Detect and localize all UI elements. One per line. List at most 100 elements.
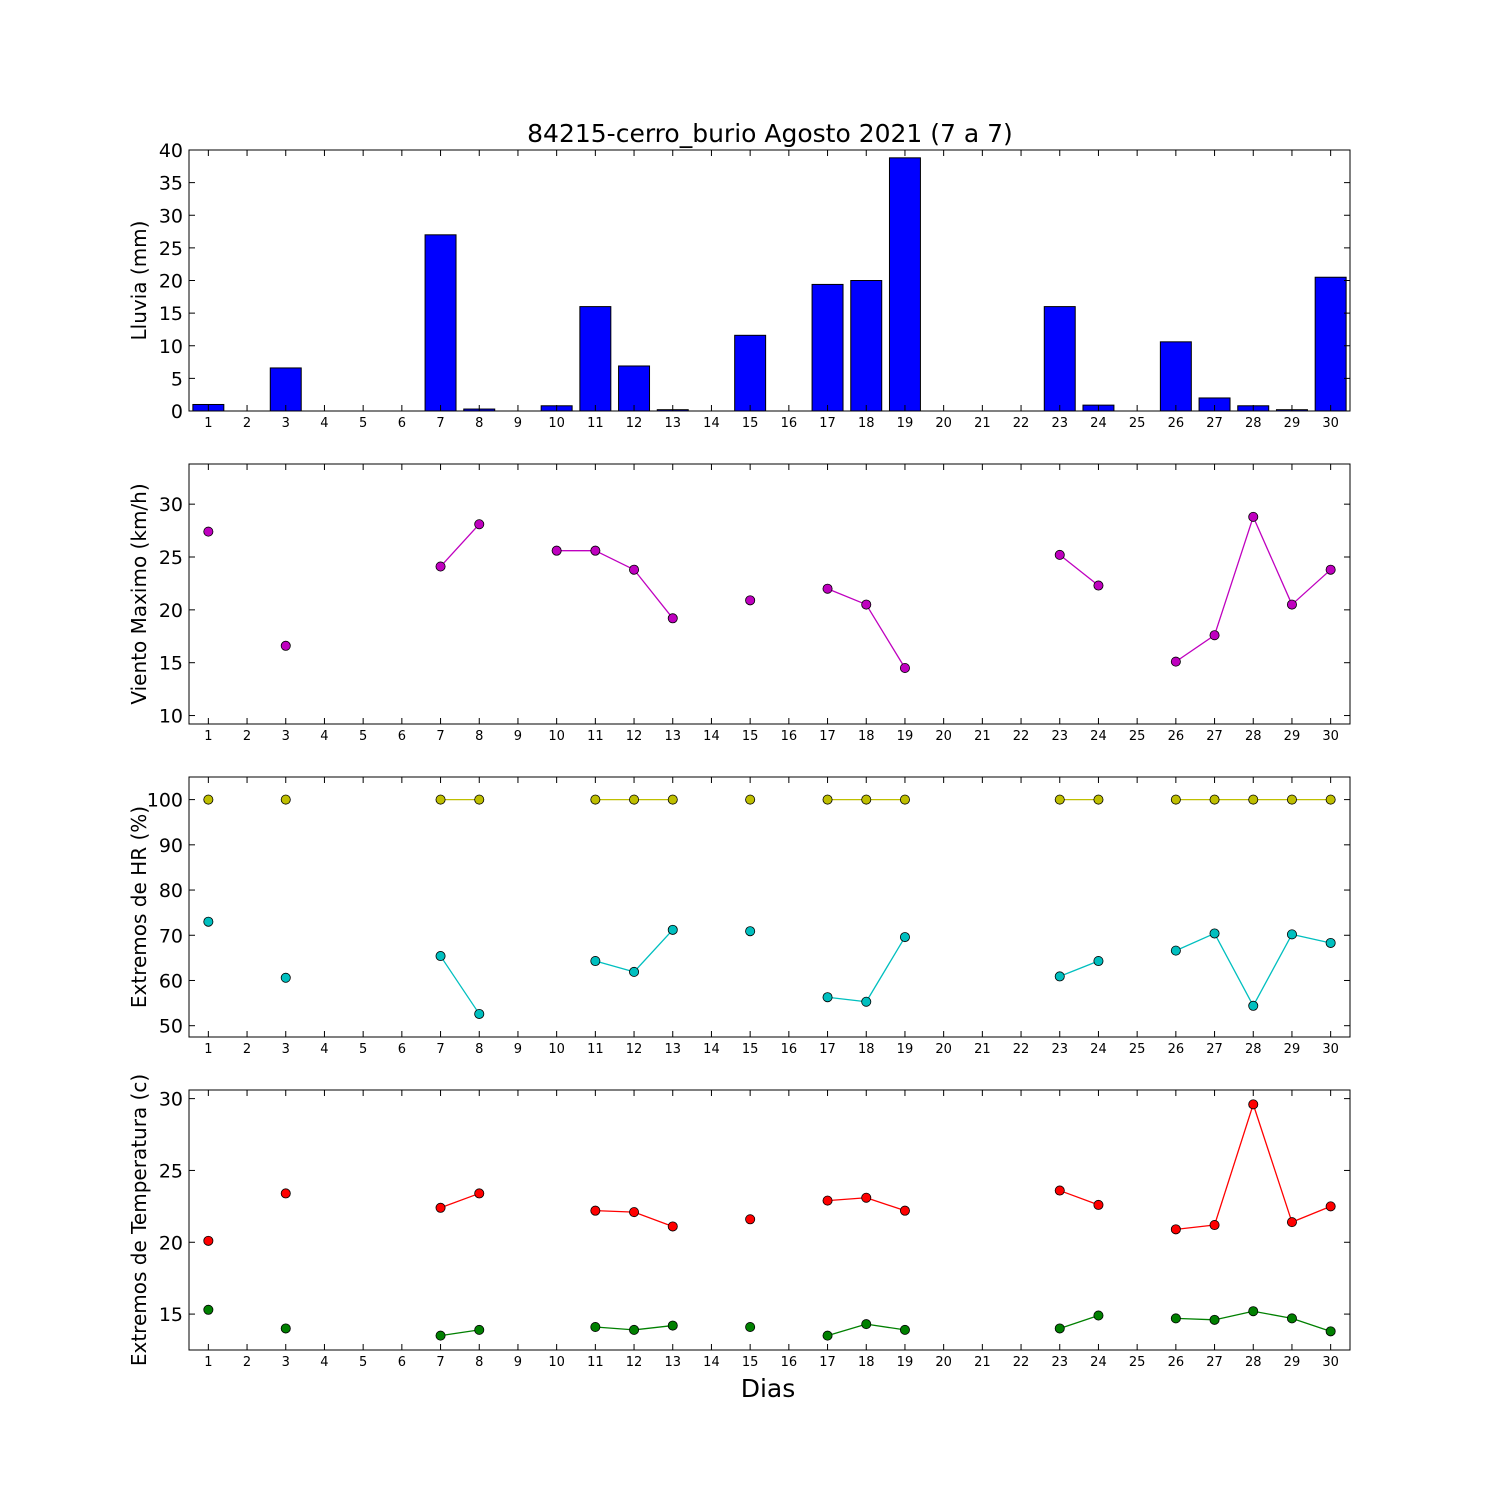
- x-tick-label-19: 19: [897, 1355, 914, 1370]
- series-1-point-day-23: [1054, 1185, 1065, 1196]
- series-2-segment-7: [440, 955, 480, 1015]
- series-1-point-day-27: [1209, 630, 1220, 641]
- x-tick-label-15: 15: [742, 1355, 759, 1370]
- x-tick-label-27: 27: [1206, 729, 1223, 744]
- series-2-point-day-8: [474, 1008, 485, 1019]
- x-tick-label-10: 10: [548, 1355, 565, 1370]
- series-1-point-day-15: [745, 595, 756, 606]
- bar-day-23: [1043, 306, 1076, 412]
- series-1-point-day-18: [861, 599, 872, 610]
- series-2-point-day-29: [1286, 1313, 1297, 1324]
- series-1-segment-7: [440, 523, 480, 567]
- x-tick-label-17: 17: [819, 416, 836, 431]
- y-tick-label-20: 20: [159, 600, 183, 622]
- x-tick-label-8: 8: [475, 729, 483, 744]
- series-1-point-day-17: [822, 1195, 833, 1206]
- series-2-point-day-27: [1209, 928, 1220, 939]
- x-tick-label-11: 11: [587, 1042, 604, 1057]
- x-tick-label-3: 3: [282, 416, 290, 431]
- y-tick-label-25: 25: [159, 238, 183, 260]
- x-tick-label-9: 9: [514, 416, 522, 431]
- series-1-point-day-15: [745, 794, 756, 805]
- x-tick-label-30: 30: [1322, 1042, 1339, 1057]
- series-1-point-day-17: [822, 583, 833, 594]
- x-tick-label-1: 1: [204, 416, 212, 431]
- series-1-point-day-12: [629, 794, 640, 805]
- series-2-segment-27: [1213, 933, 1254, 1007]
- x-tick-label-16: 16: [781, 416, 798, 431]
- x-tick-label-1: 1: [204, 729, 212, 744]
- x-tick-label-25: 25: [1129, 416, 1146, 431]
- series-1-point-day-26: [1170, 794, 1181, 805]
- x-tick-label-26: 26: [1168, 416, 1185, 431]
- x-tick-label-13: 13: [664, 416, 681, 431]
- bar-day-19: [888, 157, 921, 412]
- series-1-point-day-7: [435, 794, 446, 805]
- x-tick-label-7: 7: [436, 416, 444, 431]
- y-tick-label-25: 25: [159, 547, 183, 569]
- series-2-point-day-24: [1093, 1310, 1104, 1321]
- x-tick-label-17: 17: [819, 729, 836, 744]
- x-tick-label-20: 20: [935, 1355, 952, 1370]
- series-2-point-day-26: [1170, 1313, 1181, 1324]
- x-tick-label-14: 14: [703, 1355, 720, 1370]
- x-tick-label-29: 29: [1284, 416, 1301, 431]
- x-tick-label-3: 3: [282, 729, 290, 744]
- series-2-segment-7: [440, 1329, 480, 1337]
- series-1-point-day-11: [590, 545, 601, 556]
- x-tick-label-5: 5: [359, 1042, 367, 1057]
- x-tick-label-22: 22: [1013, 729, 1030, 744]
- series-2-point-day-17: [822, 1330, 833, 1341]
- series-1-point-day-30: [1325, 1201, 1336, 1212]
- x-tick-label-27: 27: [1206, 416, 1223, 431]
- panel-3-frame: [188, 776, 1351, 1038]
- panel-3-y-axis-label: Extremos de HR (%): [127, 806, 151, 1008]
- x-tick-label-17: 17: [819, 1355, 836, 1370]
- series-2-point-day-23: [1054, 971, 1065, 982]
- series-2-point-day-29: [1286, 929, 1297, 940]
- series-1-point-day-17: [822, 794, 833, 805]
- x-tick-label-22: 22: [1013, 416, 1030, 431]
- series-1-point-day-24: [1093, 794, 1104, 805]
- series-1-point-day-15: [745, 1214, 756, 1225]
- x-tick-label-9: 9: [514, 729, 522, 744]
- series-1-point-day-29: [1286, 599, 1297, 610]
- series-2-segment-18: [866, 1323, 906, 1331]
- bar-day-26: [1159, 341, 1192, 412]
- y-tick-label-70: 70: [159, 925, 183, 947]
- series-1-point-day-18: [861, 794, 872, 805]
- series-2-segment-23: [1059, 960, 1099, 978]
- x-tick-label-4: 4: [320, 729, 328, 744]
- series-2-segment-27: [1214, 1310, 1254, 1321]
- x-tick-label-5: 5: [359, 1355, 367, 1370]
- chart-title: 84215-cerro_burio Agosto 2021 (7 a 7): [527, 119, 1013, 148]
- x-tick-label-7: 7: [436, 729, 444, 744]
- series-1-point-day-30: [1325, 564, 1336, 575]
- x-tick-label-15: 15: [742, 1042, 759, 1057]
- series-2-point-day-13: [667, 1320, 678, 1331]
- x-tick-label-6: 6: [398, 1355, 406, 1370]
- series-1-segment-26: [1175, 1224, 1215, 1230]
- series-2-point-day-11: [590, 1322, 601, 1333]
- x-tick-label-24: 24: [1090, 1042, 1107, 1057]
- y-tick-label-20: 20: [159, 271, 183, 293]
- x-tick-label-11: 11: [587, 729, 604, 744]
- series-2-point-day-15: [745, 926, 756, 937]
- bar-day-17: [811, 283, 844, 412]
- series-1-point-day-3: [280, 794, 291, 805]
- series-2-point-day-1: [203, 1304, 214, 1315]
- x-tick-label-16: 16: [781, 1042, 798, 1057]
- x-tick-label-2: 2: [243, 1042, 251, 1057]
- series-2-point-day-1: [203, 916, 214, 927]
- y-tick-label-35: 35: [159, 173, 183, 195]
- x-tick-label-14: 14: [703, 416, 720, 431]
- series-1-point-day-19: [899, 794, 910, 805]
- series-2-segment-28: [1252, 934, 1293, 1007]
- series-1-segment-17: [827, 1197, 867, 1202]
- x-tick-label-16: 16: [781, 1355, 798, 1370]
- series-1-point-day-1: [203, 526, 214, 537]
- y-tick-label-10: 10: [159, 336, 183, 358]
- series-1-point-day-1: [203, 794, 214, 805]
- series-2-point-day-7: [435, 951, 446, 962]
- x-tick-label-23: 23: [1051, 416, 1068, 431]
